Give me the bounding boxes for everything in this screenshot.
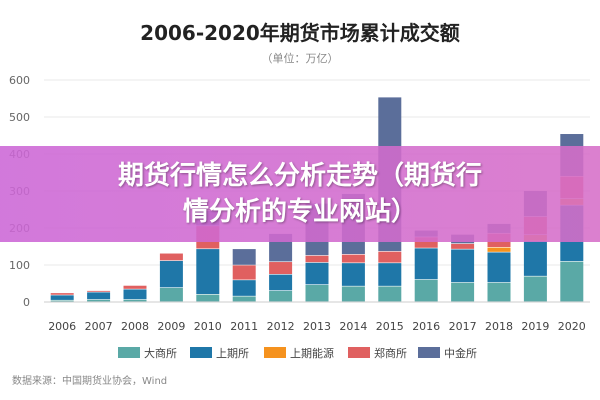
legend-swatch: [418, 347, 440, 358]
legend-swatch: [264, 347, 286, 358]
y-tick-label: 600: [9, 74, 30, 87]
bar-segment: [378, 263, 402, 286]
chart-subtitle: （单位：万亿）: [262, 51, 339, 65]
bar-segment: [487, 247, 511, 252]
overlay-line-1: 期货行情怎么分析走势（期货行: [117, 161, 482, 191]
x-tick-label: 2020: [558, 320, 586, 333]
bar-segment: [451, 243, 475, 249]
x-tick-label: 2019: [521, 320, 549, 333]
bar-segment: [159, 260, 183, 288]
x-tick-label: 2009: [157, 320, 185, 333]
bar-segment: [269, 274, 293, 291]
x-tick-label: 2007: [85, 320, 113, 333]
bar-segment: [123, 289, 147, 300]
bar-segment: [414, 237, 438, 248]
bar-segment: [269, 290, 293, 302]
x-tick-label: 2012: [267, 320, 295, 333]
legend-label: 上期所: [216, 347, 249, 360]
bar-segment: [451, 249, 475, 283]
title-overlay-banner: 期货行情怎么分析走势（期货行 情分析的专业网站）: [0, 146, 600, 242]
bar-segment: [50, 295, 74, 300]
bar-segment: [305, 262, 329, 285]
bar-segment: [487, 252, 511, 283]
bar-segment: [159, 287, 183, 302]
bar-segment: [87, 290, 111, 292]
bar-segment: [87, 299, 111, 302]
legend-label: 大商所: [144, 346, 177, 360]
source-note: 数据来源：中国期货业协会，Wind: [12, 374, 167, 387]
x-tick-label: 2013: [303, 320, 331, 333]
x-tick-label: 2011: [230, 320, 258, 333]
x-tick-label: 2018: [485, 320, 513, 333]
bar-segment: [414, 279, 438, 302]
bar-segment: [378, 251, 402, 263]
bar-segment: [523, 276, 547, 302]
x-tick-label: 2017: [449, 320, 477, 333]
legend-label: 上期能源: [290, 346, 334, 360]
legend-swatch: [118, 347, 140, 358]
x-tick-label: 2006: [48, 320, 76, 333]
legend: 大商所 上期所 上期能源 郑商所 中金所: [118, 346, 477, 360]
bar-segment: [378, 286, 402, 302]
bar-segment: [123, 299, 147, 302]
x-tick-label: 2016: [412, 320, 440, 333]
legend-swatch: [190, 347, 212, 358]
bar-segment: [305, 255, 329, 263]
bar-segment: [232, 249, 256, 265]
x-axis: 2006 2007 2008 2009 2010 2011 2012 2013 2014 2015…: [48, 320, 586, 333]
bar-segment: [50, 293, 74, 295]
bar-segment: [159, 253, 183, 261]
x-tick-label: 2010: [194, 320, 222, 333]
legend-label: 郑商所: [374, 346, 407, 360]
bar-segment: [341, 286, 365, 302]
bar-segment: [414, 248, 438, 280]
y-tick-label: 0: [23, 296, 30, 309]
x-tick-label: 2008: [121, 320, 149, 333]
x-tick-label: 2015: [376, 320, 404, 333]
bar-segment: [50, 300, 74, 302]
bar-segment: [87, 292, 111, 300]
legend-swatch: [348, 347, 370, 358]
bar-segment: [487, 282, 511, 302]
bar-segment: [523, 241, 547, 276]
y-tick-label: 100: [9, 259, 30, 272]
bar-segment: [232, 296, 256, 302]
bar-segment: [305, 284, 329, 302]
bar-segment: [341, 254, 365, 263]
bar-segment: [123, 285, 147, 289]
bar-segment: [232, 280, 256, 296]
y-tick-label: 500: [9, 111, 30, 124]
bar-segment: [269, 262, 293, 275]
legend-label: 中金所: [444, 346, 477, 360]
bar-segment: [196, 294, 220, 302]
chart-title: 2006-2020年期货市场累计成交额: [140, 21, 460, 45]
bar-segment: [451, 282, 475, 302]
x-tick-label: 2014: [339, 320, 367, 333]
overlay-line-2: 情分析的专业网站）: [182, 197, 417, 227]
bar-segment: [560, 261, 584, 302]
bar-segment: [232, 265, 256, 280]
bar-segment: [196, 249, 220, 294]
bar-segment: [341, 263, 365, 286]
